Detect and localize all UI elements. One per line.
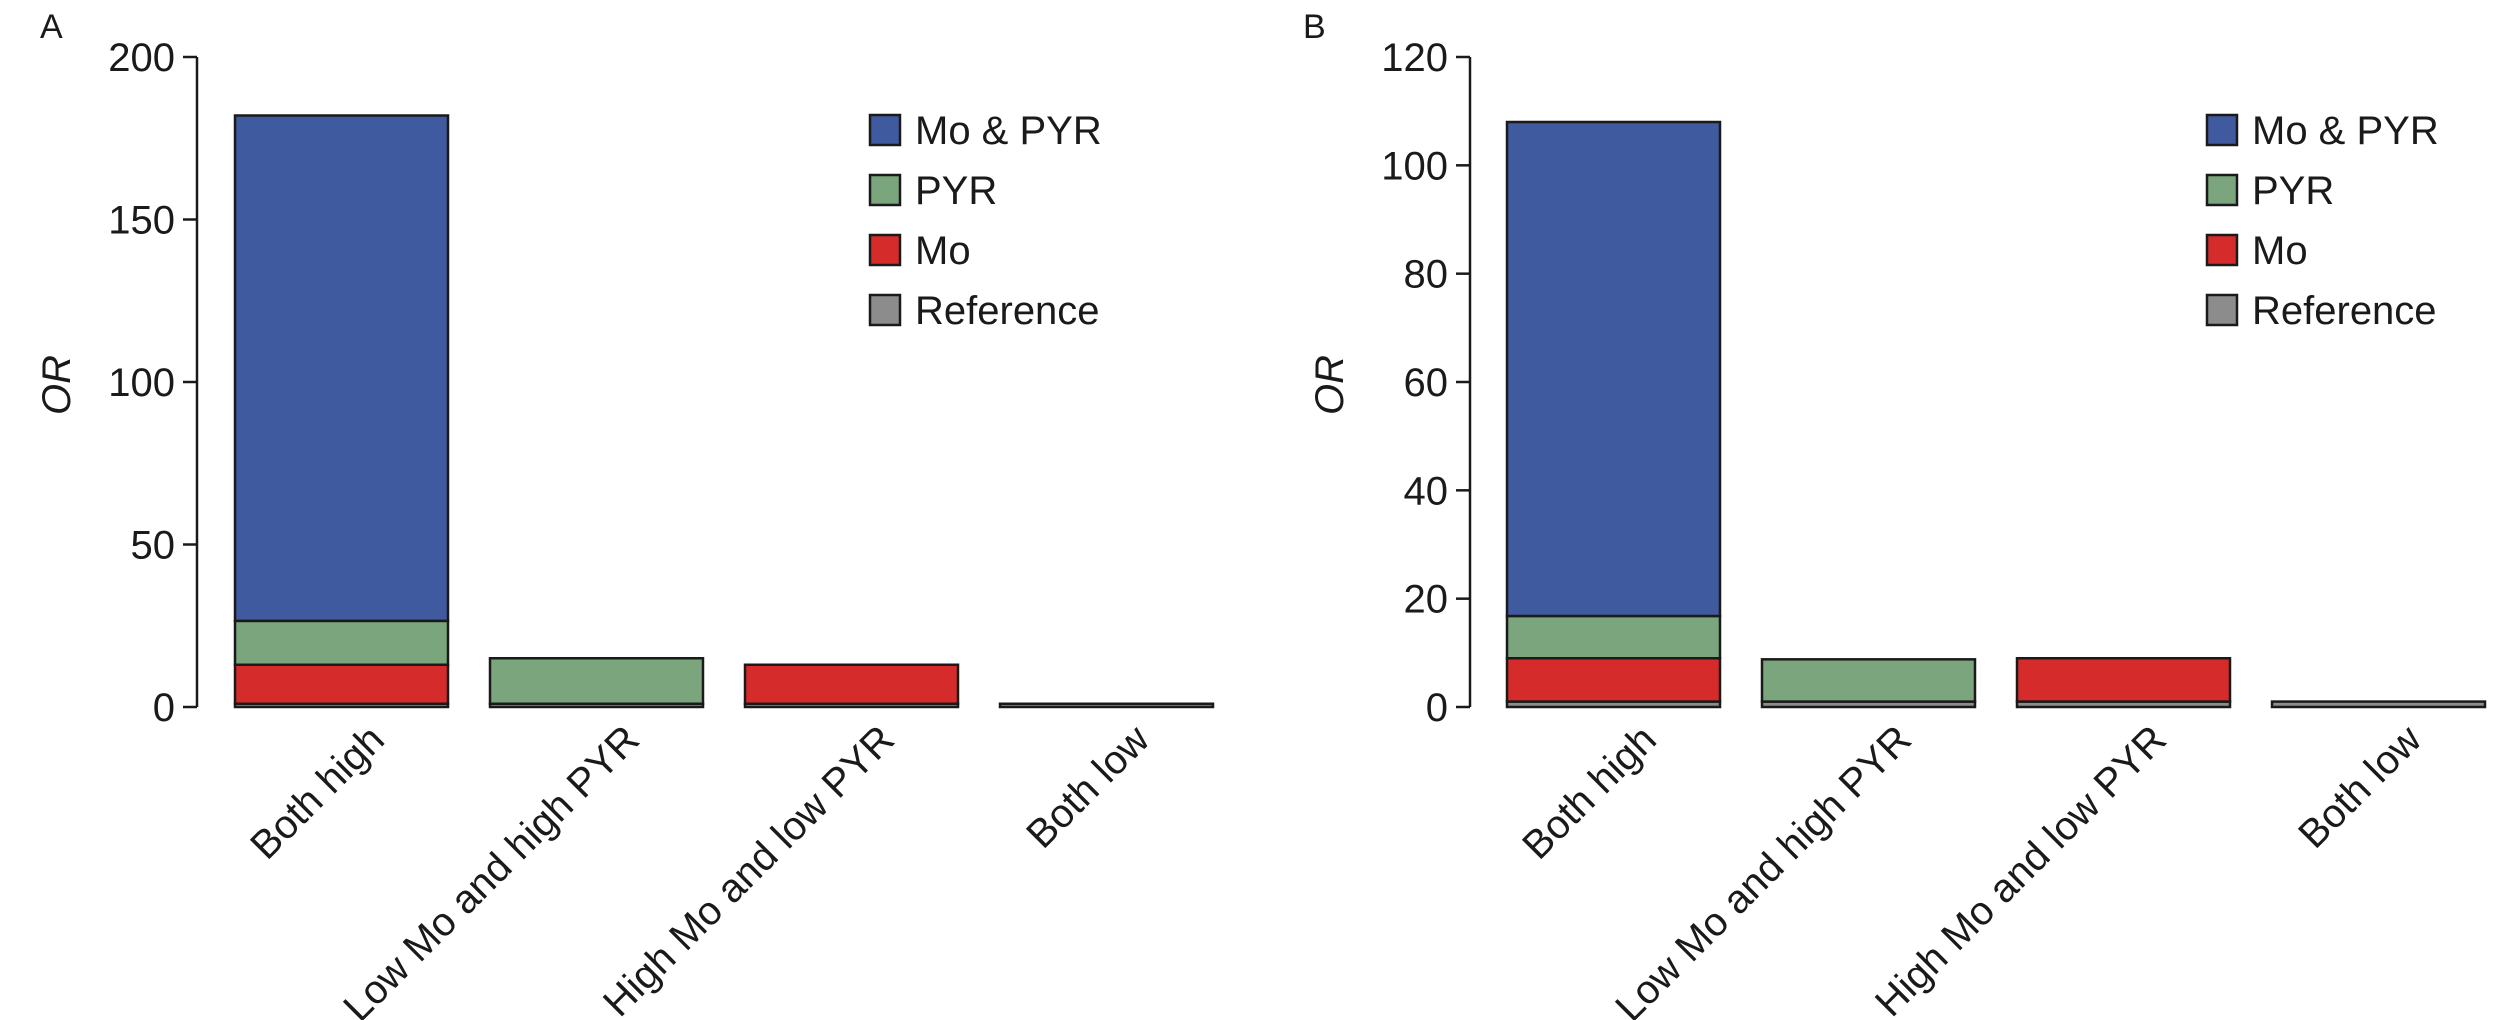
panel-label: A (40, 8, 63, 46)
legend-entry: PYR (2252, 169, 2334, 213)
bar-segment (233, 114, 450, 623)
bar-segment (488, 657, 705, 705)
legend-entry: Mo (2252, 229, 2308, 273)
bar-segment (2270, 700, 2487, 709)
y-axis-label: OR (35, 355, 79, 415)
y-tick-label: 120 (1381, 36, 1448, 80)
legend-swatch (868, 233, 902, 267)
bar-segment (233, 619, 450, 666)
x-tick-label: Both high (1514, 717, 1665, 868)
y-tick-label: 0 (1426, 686, 1448, 730)
legend-swatch (2205, 293, 2239, 327)
bar-segment (743, 663, 960, 705)
bar-segment (1760, 658, 1977, 703)
x-tick-label: Low Mo and high PYR (1607, 717, 1920, 1020)
legend-entry: Reference (2252, 289, 2437, 333)
legend-swatch (868, 173, 902, 207)
y-tick-label: 20 (1404, 578, 1449, 622)
x-tick-label: Low Mo and high PYR (335, 717, 648, 1020)
y-tick-label: 150 (108, 199, 175, 243)
x-tick-label: Both low (1018, 717, 1158, 857)
legend-swatch (2205, 173, 2239, 207)
legend-entry: Reference (915, 289, 1100, 333)
y-axis-label: OR (1308, 355, 1352, 415)
y-tick-label: 50 (131, 524, 176, 568)
y-tick-label: 100 (1381, 144, 1448, 188)
legend-entry: PYR (915, 169, 997, 213)
legend-entry: Mo & PYR (915, 109, 1102, 153)
legend-entry: Mo & PYR (2252, 109, 2439, 153)
bar-segment (2015, 657, 2232, 703)
x-tick-label: Both low (2290, 717, 2430, 857)
bar-segment (233, 663, 450, 705)
legend-entry: Mo (915, 229, 971, 273)
bar-segment (1505, 657, 1722, 703)
x-tick-label: High Mo and low PYR (1867, 717, 2175, 1020)
legend-swatch (868, 293, 902, 327)
bar-segment (1505, 120, 1722, 618)
x-tick-label: High Mo and low PYR (595, 717, 903, 1020)
y-tick-label: 200 (108, 36, 175, 80)
legend-swatch (2205, 233, 2239, 267)
bar-segment (1505, 614, 1722, 660)
bar-segment (998, 702, 1215, 709)
x-tick-label: Both high (242, 717, 393, 868)
legend-swatch (2205, 113, 2239, 147)
y-tick-label: 60 (1404, 361, 1449, 405)
y-tick-label: 80 (1404, 253, 1449, 297)
panel-label: B (1303, 8, 1326, 46)
y-tick-label: 100 (108, 361, 175, 405)
y-tick-label: 40 (1404, 469, 1449, 513)
y-tick-label: 0 (153, 686, 175, 730)
legend-swatch (868, 113, 902, 147)
